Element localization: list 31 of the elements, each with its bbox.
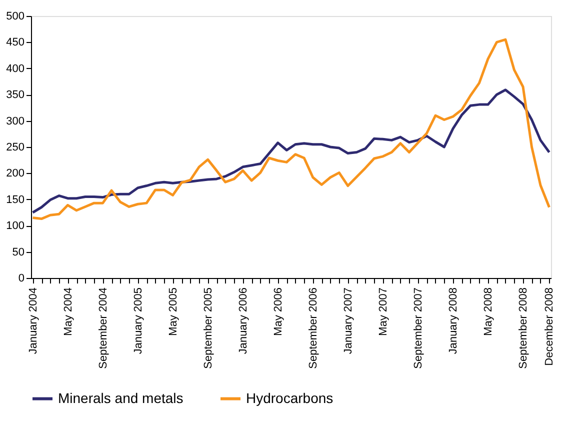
y-tick-label: 250: [6, 142, 24, 154]
x-tick-label: September 2004: [97, 288, 110, 369]
y-tick-label: 150: [6, 194, 24, 206]
legend-label: Hydrocarbons: [246, 390, 334, 406]
x-tick-label: May 2007: [377, 288, 390, 336]
y-tick-label: 400: [6, 62, 24, 75]
y-tick-label: 200: [6, 168, 24, 180]
x-tick-label: January 2005: [132, 288, 144, 354]
x-tick-label: May 2006: [272, 288, 284, 336]
y-tick-label: 450: [6, 36, 24, 49]
y-tick-label: 350: [6, 89, 24, 102]
x-tick-label: September 2007: [412, 288, 424, 369]
x-tick-label: January 2004: [27, 288, 40, 354]
line-series: [32, 38, 550, 220]
x-tick-label: January 2006: [237, 288, 250, 354]
x-tick-label: May 2004: [62, 288, 74, 336]
x-tick-label: January 2008: [447, 288, 460, 354]
x-tick-label: May 2005: [167, 288, 180, 336]
x-tick-label: January 2007: [342, 288, 354, 354]
x-tick-label: December 2008: [544, 288, 556, 366]
y-tick-label: 300: [6, 115, 24, 128]
y-tick-label: 100: [6, 220, 24, 232]
legend-label: Minerals and metals: [58, 390, 184, 406]
x-tick-label: September 2008: [517, 288, 530, 369]
x-tick-label: May 2008: [482, 288, 494, 336]
y-tick-label: 50: [12, 246, 24, 258]
x-tick-label: September 2005: [202, 288, 214, 369]
y-tick-label: 500: [6, 10, 24, 22]
x-tick-label: September 2006: [307, 288, 320, 369]
line-series: [32, 88, 550, 214]
y-tick-label: 0: [18, 272, 24, 284]
